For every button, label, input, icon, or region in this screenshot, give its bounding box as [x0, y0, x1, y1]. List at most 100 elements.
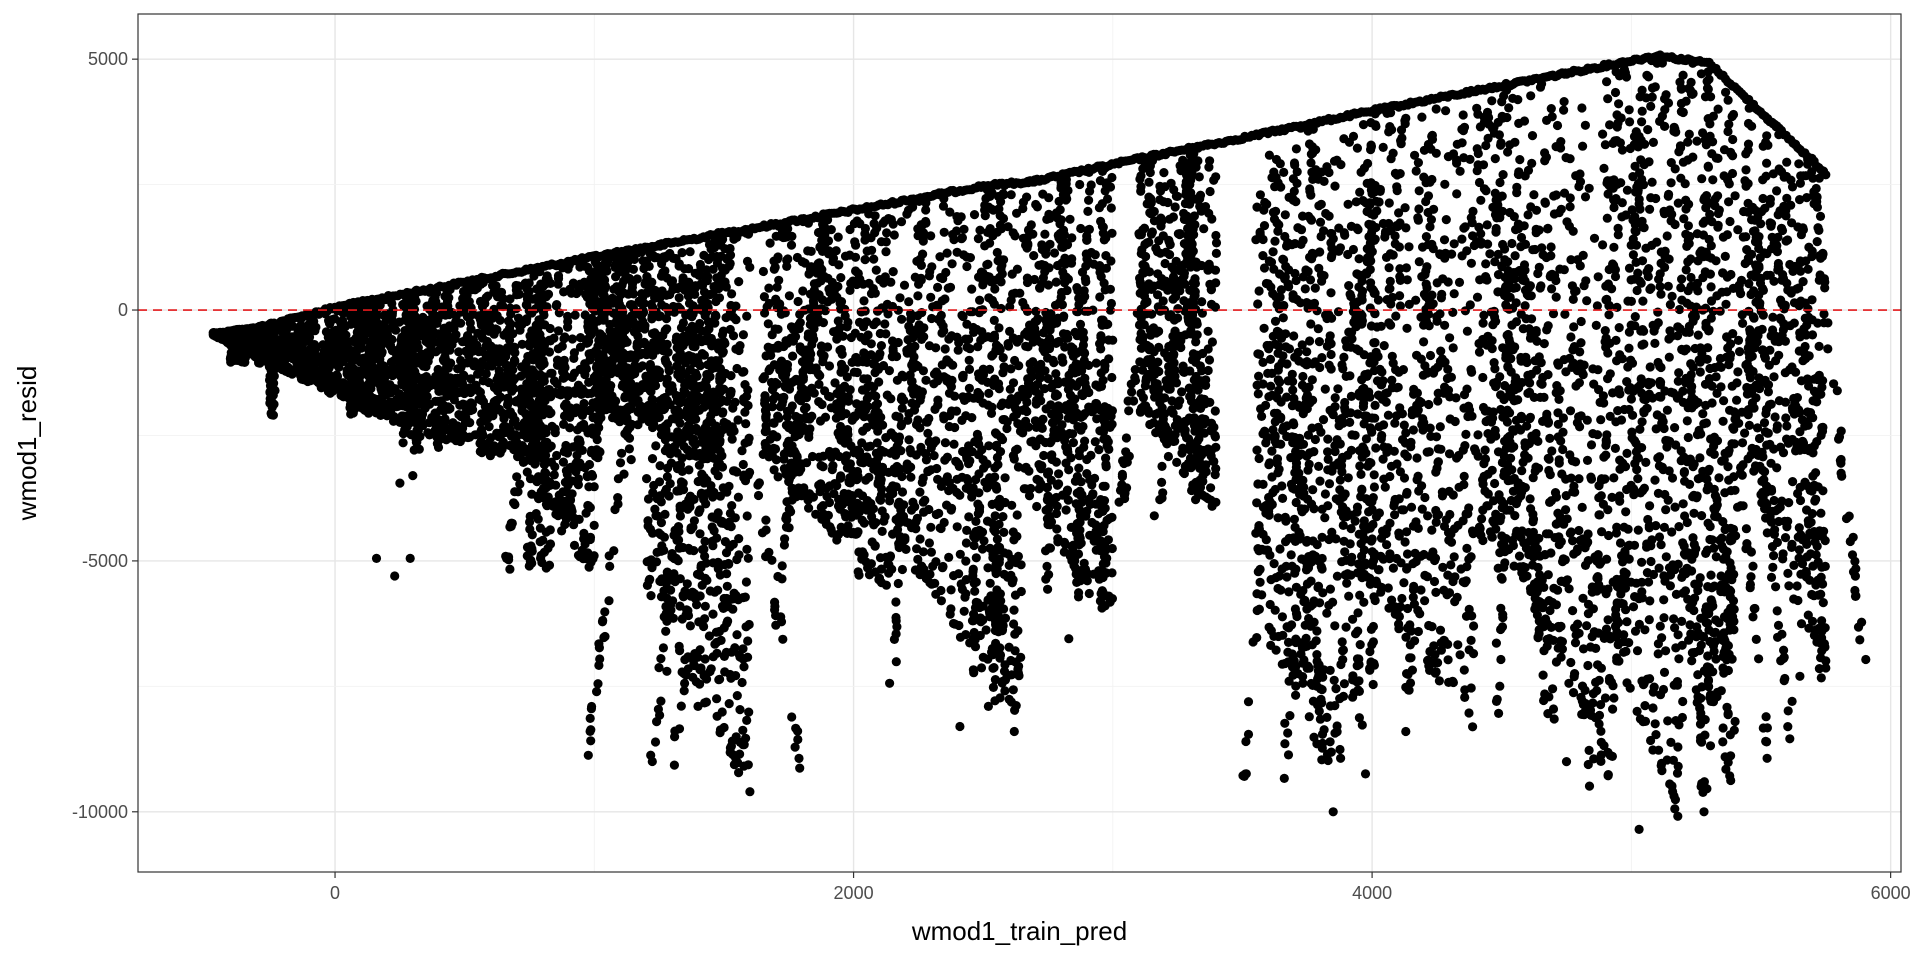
data-point: [799, 404, 810, 414]
data-point: [731, 590, 741, 601]
data-point: [642, 474, 652, 484]
data-point: [653, 365, 663, 375]
data-point: [682, 579, 692, 589]
data-point: [705, 415, 715, 425]
data-point: [574, 514, 584, 525]
data-point: [637, 289, 647, 299]
data-point: [742, 256, 753, 266]
data-point: [725, 250, 736, 260]
data-point: [654, 477, 665, 487]
data-point: [713, 228, 724, 238]
data-point: [503, 316, 514, 326]
data-point: [559, 360, 569, 370]
data-point: [807, 411, 817, 421]
data-point: [361, 397, 371, 407]
data-point: [702, 369, 712, 380]
data-point: [656, 423, 666, 433]
data-point: [881, 247, 891, 257]
data-point: [662, 251, 672, 261]
data-point: [701, 499, 711, 509]
data-point: [744, 433, 754, 443]
data-point: [606, 369, 616, 379]
data-point: [642, 580, 653, 591]
data-point: [640, 339, 651, 349]
data-point: [681, 670, 691, 680]
data-point: [559, 401, 570, 411]
data-point: [398, 438, 408, 448]
data-point: [666, 585, 676, 595]
data-point: [708, 609, 718, 619]
data-point: [787, 712, 797, 722]
data-point: [670, 577, 680, 587]
data-point: [411, 286, 421, 296]
data-point: [725, 390, 735, 400]
data-point: [728, 604, 738, 614]
data-point: [702, 393, 712, 403]
data-point: [728, 331, 739, 341]
data-point: [570, 404, 580, 414]
data-point: [613, 493, 623, 503]
data-point: [268, 390, 278, 400]
data-point: [673, 461, 683, 471]
data-point: [591, 363, 602, 373]
data-point: [675, 511, 686, 521]
data-point: [679, 686, 689, 696]
data-point: [661, 626, 671, 636]
scatter-points: [208, 50, 1871, 835]
data-point: [472, 283, 482, 293]
data-point: [454, 410, 464, 420]
data-point: [298, 370, 308, 380]
data-point: [735, 652, 745, 662]
data-point: [554, 490, 564, 500]
data-point: [499, 330, 509, 340]
data-point: [758, 374, 768, 384]
data-point: [734, 550, 744, 560]
data-point: [656, 271, 667, 281]
data-point: [558, 373, 568, 383]
data-point: [712, 694, 722, 704]
data-point: [525, 474, 536, 484]
data-point: [662, 472, 673, 482]
data-point: [447, 385, 457, 395]
data-point: [741, 228, 751, 238]
data-point: [325, 347, 336, 357]
data-point: [674, 724, 685, 734]
data-point: [701, 290, 712, 300]
data-point: [525, 556, 535, 566]
data-point: [592, 687, 602, 697]
data-point: [544, 385, 555, 395]
data-point: [761, 515, 771, 525]
data-point: [827, 465, 837, 475]
data-point: [617, 448, 627, 458]
data-point: [435, 419, 445, 429]
data-point: [491, 281, 501, 291]
data-point: [674, 368, 685, 378]
data-point: [658, 643, 669, 653]
data-point: [767, 555, 777, 565]
data-point: [522, 314, 532, 324]
data-point: [664, 365, 674, 375]
data-point: [744, 707, 754, 717]
data-point: [695, 529, 705, 539]
data-point: [735, 705, 745, 715]
data-point: [459, 432, 469, 442]
data-point: [295, 350, 305, 360]
data-point: [317, 364, 327, 374]
data-point: [403, 391, 413, 401]
data-point: [715, 725, 726, 735]
data-point: [744, 619, 754, 630]
data-point: [499, 422, 509, 432]
data-point: [659, 404, 670, 414]
data-point: [424, 418, 434, 428]
data-point: [702, 475, 712, 485]
data-point: [617, 337, 628, 347]
data-point: [704, 253, 714, 263]
data-point: [624, 402, 634, 412]
data-point: [725, 508, 736, 518]
data-point: [597, 312, 607, 323]
data-point: [636, 247, 647, 257]
data-point: [604, 385, 614, 395]
data-point: [618, 307, 628, 317]
data-point: [349, 368, 359, 378]
data-point: [387, 345, 397, 355]
